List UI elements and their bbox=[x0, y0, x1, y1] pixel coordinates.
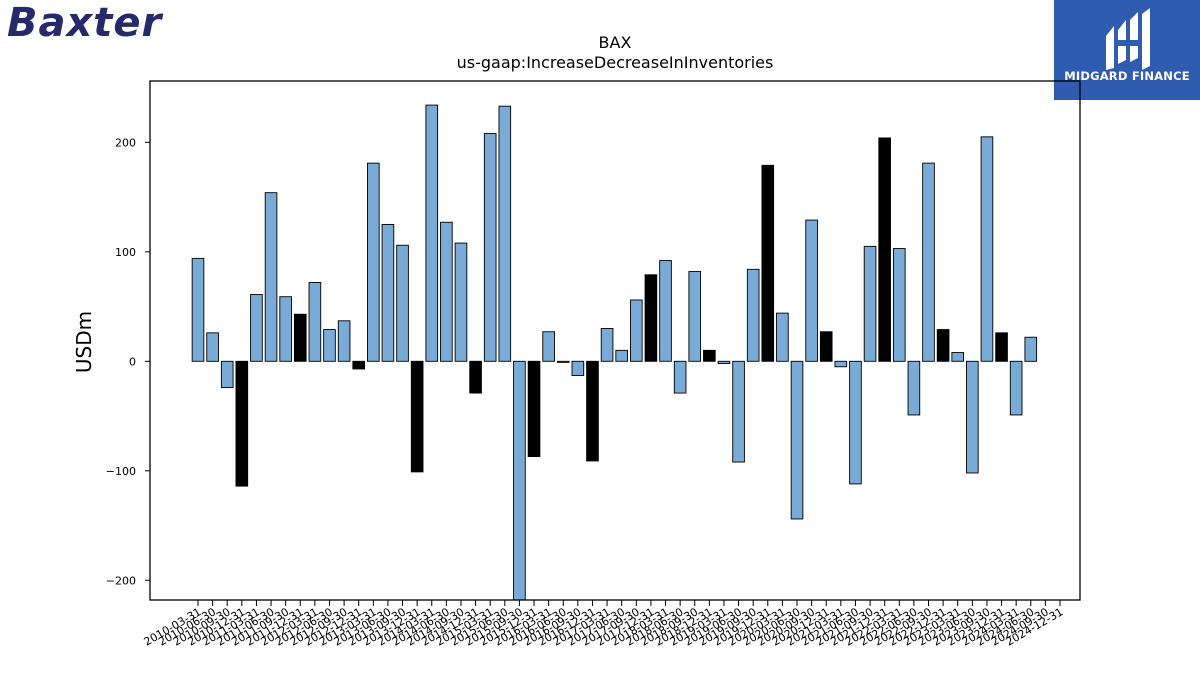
bar-2012-12-31 bbox=[352, 360, 366, 370]
baxter-logo: Baxter bbox=[7, 0, 163, 46]
bar-2018-12-31 bbox=[703, 349, 716, 362]
bar-2019-06-30 bbox=[732, 360, 745, 463]
bar-2019-03-31 bbox=[717, 360, 731, 364]
bar-2011-09-30 bbox=[279, 296, 292, 362]
bar-2023-09-30 bbox=[980, 136, 994, 362]
bar-2022-03-31 bbox=[892, 248, 906, 362]
x-axis: 2010-03-312010-06-302010-09-302010-12-31… bbox=[142, 600, 1065, 649]
y-axis-label: USDm bbox=[72, 311, 96, 373]
bars-layer bbox=[191, 104, 1038, 601]
bar-2017-09-30 bbox=[630, 299, 643, 362]
bar-2021-06-30 bbox=[849, 360, 862, 485]
bar-2022-09-30 bbox=[922, 162, 935, 362]
bar-2010-12-31 bbox=[235, 360, 249, 487]
bar-2023-03-31 bbox=[951, 352, 965, 362]
bar-2011-06-30 bbox=[264, 192, 278, 362]
bar-2020-06-30 bbox=[790, 360, 804, 520]
badge-name: MIDGARD FINANCE bbox=[1064, 69, 1190, 83]
bar-2017-06-30 bbox=[615, 349, 628, 362]
bar-2010-06-30 bbox=[206, 332, 219, 362]
bar-2014-03-31 bbox=[425, 104, 439, 362]
bar-2023-12-31 bbox=[995, 332, 1008, 362]
bar-2015-12-31 bbox=[527, 360, 541, 458]
bar-2014-12-31 bbox=[469, 360, 482, 394]
bar-2012-09-30 bbox=[337, 320, 351, 362]
chart-subtitle: us-gaap:IncreaseDecreaseInInventories bbox=[457, 53, 774, 72]
bar-2015-03-31 bbox=[483, 133, 497, 362]
bar-2016-03-31 bbox=[542, 331, 555, 362]
bar-2016-12-31 bbox=[586, 360, 599, 462]
bar-2021-12-31 bbox=[878, 137, 891, 362]
bar-2022-12-31 bbox=[936, 329, 950, 362]
bar-2011-03-31 bbox=[250, 294, 263, 362]
bar-2024-06-30 bbox=[1024, 336, 1038, 362]
bar-2014-06-30 bbox=[440, 221, 453, 362]
bar-2024-03-31 bbox=[1009, 360, 1023, 416]
bar-2020-03-31 bbox=[776, 312, 789, 362]
bar-2020-12-31 bbox=[819, 331, 833, 362]
bar-2011-12-31 bbox=[293, 313, 307, 362]
y-axis: −200 −100 0 100 200 bbox=[106, 136, 150, 587]
bar-2022-06-30 bbox=[907, 360, 921, 416]
bar-2019-09-30 bbox=[746, 268, 760, 362]
bar-2012-06-30 bbox=[323, 329, 336, 362]
bar-2016-09-30 bbox=[571, 360, 585, 376]
bar-2014-09-30 bbox=[454, 242, 468, 362]
bar-2013-09-30 bbox=[396, 244, 409, 362]
y-tick-label: 100 bbox=[115, 246, 136, 259]
y-tick-label: 200 bbox=[115, 136, 136, 149]
bar-2010-03-31 bbox=[191, 257, 205, 362]
bar-2013-06-30 bbox=[381, 223, 395, 362]
midgard-logo-icon bbox=[1106, 8, 1150, 70]
bar-2016-06-30 bbox=[556, 360, 570, 363]
plot-frame bbox=[149, 80, 1081, 601]
bar-2012-03-31 bbox=[308, 282, 322, 362]
bar-2018-09-30 bbox=[688, 271, 702, 362]
y-tick-label: −200 bbox=[106, 574, 136, 587]
bar-2020-09-30 bbox=[805, 219, 818, 362]
y-tick-label: −100 bbox=[106, 465, 136, 478]
bar-2015-06-30 bbox=[498, 105, 512, 362]
bar-2019-12-31 bbox=[761, 164, 775, 362]
bar-2017-12-31 bbox=[644, 274, 658, 362]
bar-2013-03-31 bbox=[367, 162, 380, 362]
chart-title: BAX bbox=[599, 33, 632, 52]
bar-2015-09-30 bbox=[513, 360, 526, 601]
bar-2023-06-30 bbox=[966, 360, 979, 474]
bar-2010-09-30 bbox=[220, 360, 234, 389]
y-tick-label: 0 bbox=[129, 355, 136, 368]
bar-2017-03-31 bbox=[600, 328, 614, 362]
bar-2021-09-30 bbox=[863, 245, 877, 362]
bar-2018-06-30 bbox=[673, 360, 687, 394]
midgard-finance-badge: MIDGARD FINANCE bbox=[1054, 0, 1200, 100]
bar-2018-03-31 bbox=[659, 260, 672, 362]
bar-2013-12-31 bbox=[410, 360, 424, 473]
bar-2021-03-31 bbox=[834, 360, 848, 368]
